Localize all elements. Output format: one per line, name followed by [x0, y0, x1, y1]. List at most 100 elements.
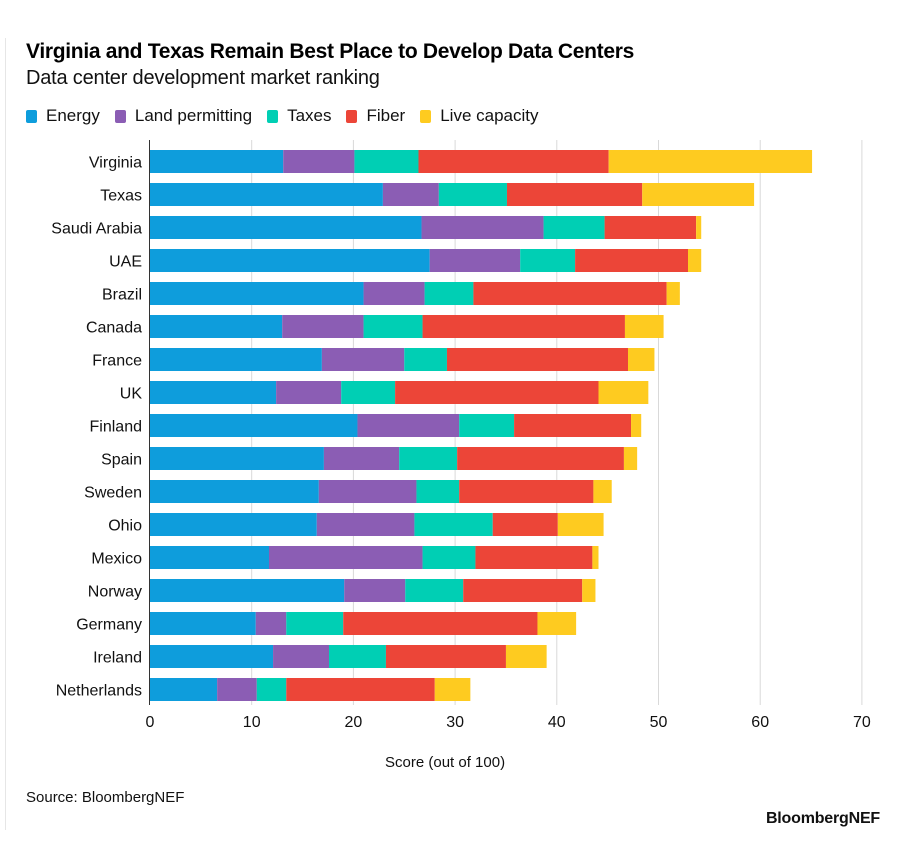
- category-label: Virginia: [89, 155, 142, 172]
- bar-segment-taxes: [414, 513, 493, 536]
- bar-segment-energy: [150, 381, 277, 404]
- bar-segment-energy: [150, 315, 283, 338]
- bar-segment-fiber: [492, 513, 558, 536]
- bar-segment-live-capacity: [666, 282, 680, 305]
- bar-segment-land-permitting: [323, 447, 400, 470]
- bar-segment-energy: [150, 645, 274, 668]
- legend-item-taxes: Taxes: [267, 106, 331, 126]
- x-axis-title: Score (out of 100): [385, 754, 506, 771]
- bar-segment-fiber: [514, 414, 632, 437]
- category-label: Norway: [88, 584, 142, 601]
- category-label: Germany: [76, 617, 142, 634]
- legend-item-land-permitting: Land permitting: [114, 106, 253, 126]
- bar-segment-taxes: [424, 282, 474, 305]
- bar-segment-live-capacity: [598, 381, 649, 404]
- bar-segment-energy: [150, 216, 422, 239]
- x-tick-label: 70: [853, 714, 871, 731]
- bar-segment-land-permitting: [357, 414, 460, 437]
- frame-border: [5, 38, 6, 830]
- bar-segment-energy: [150, 480, 319, 503]
- bar-segment-land-permitting: [316, 513, 415, 536]
- bar-segment-fiber: [422, 315, 625, 338]
- bar-segment-taxes: [438, 183, 507, 206]
- x-tick-label: 0: [146, 714, 155, 731]
- bar-segment-live-capacity: [434, 678, 471, 701]
- legend-label: Live capacity: [440, 106, 539, 125]
- bar-segment-land-permitting: [283, 150, 355, 173]
- bar-segment-energy: [150, 249, 430, 272]
- legend-label: Energy: [46, 106, 100, 125]
- x-tick-label: 30: [446, 714, 464, 731]
- bar-segment-taxes: [405, 579, 464, 602]
- bar-segment-fiber: [459, 480, 594, 503]
- bar-segment-live-capacity: [687, 249, 702, 272]
- category-label: Sweden: [84, 485, 142, 502]
- bar-segment-fiber: [385, 645, 506, 668]
- bar-segment-fiber: [395, 381, 599, 404]
- bar-segment-energy: [150, 282, 364, 305]
- bar-segment-land-permitting: [273, 645, 329, 668]
- legend-item-fiber: Fiber: [346, 106, 405, 126]
- legend-item-energy: Energy: [26, 106, 100, 126]
- bar-segment-taxes: [286, 612, 344, 635]
- bar-segment-fiber: [604, 216, 697, 239]
- bar-segment-energy: [150, 612, 256, 635]
- bar-segment-taxes: [459, 414, 515, 437]
- bar-segment-land-permitting: [429, 249, 521, 272]
- bar-segment-fiber: [506, 183, 643, 206]
- category-label: Canada: [86, 320, 142, 337]
- bar-segment-taxes: [328, 645, 386, 668]
- bar-segment-live-capacity: [623, 447, 638, 470]
- legend-swatch-energy: [26, 109, 37, 123]
- bar-segment-taxes: [422, 546, 476, 569]
- bar-segment-energy: [150, 348, 322, 371]
- category-label: Brazil: [102, 287, 142, 304]
- bar-segment-taxes: [543, 216, 605, 239]
- category-label: Mexico: [91, 551, 142, 568]
- bar-segment-fiber: [286, 678, 435, 701]
- chart-title: Virginia and Texas Remain Best Place to …: [26, 40, 634, 63]
- x-tick-label: 50: [650, 714, 668, 731]
- bar-segment-land-permitting: [363, 282, 425, 305]
- bar-segment-fiber: [575, 249, 688, 272]
- bar-segment-fiber: [446, 348, 628, 371]
- category-label: Spain: [101, 452, 142, 469]
- bar-segment-taxes: [363, 315, 423, 338]
- bar-segment-energy: [150, 678, 218, 701]
- bar-segment-fiber: [473, 282, 667, 305]
- category-label: UK: [120, 386, 143, 403]
- bar-segment-energy: [150, 414, 358, 437]
- bar-segment-land-permitting: [282, 315, 364, 338]
- bar-segment-fiber: [418, 150, 609, 173]
- x-tick-label: 40: [548, 714, 566, 731]
- bar-segment-live-capacity: [582, 579, 596, 602]
- bar-segment-live-capacity: [505, 645, 547, 668]
- bar-segment-taxes: [256, 678, 287, 701]
- bar-segment-live-capacity: [593, 480, 612, 503]
- bar-segment-fiber: [463, 579, 583, 602]
- bar-segment-fiber: [343, 612, 538, 635]
- category-label: Ireland: [93, 650, 142, 667]
- bar-segment-taxes: [416, 480, 460, 503]
- bar-segment-live-capacity: [608, 150, 813, 173]
- bar-segment-live-capacity: [631, 414, 642, 437]
- bar-segment-land-permitting: [321, 348, 405, 371]
- x-tick-label: 10: [243, 714, 261, 731]
- bar-segment-live-capacity: [592, 546, 599, 569]
- category-label: Saudi Arabia: [51, 221, 142, 238]
- category-label: UAE: [109, 254, 142, 271]
- category-label: Netherlands: [56, 683, 142, 700]
- bar-segment-land-permitting: [276, 381, 342, 404]
- bar-segment-land-permitting: [217, 678, 257, 701]
- bar-segment-land-permitting: [421, 216, 544, 239]
- legend-label: Taxes: [287, 106, 332, 125]
- legend-label: Land permitting: [134, 106, 253, 125]
- bar-segment-land-permitting: [382, 183, 439, 206]
- bar-segment-live-capacity: [642, 183, 755, 206]
- legend-label: Fiber: [366, 106, 406, 125]
- bar-segment-energy: [150, 546, 269, 569]
- bar-segment-taxes: [341, 381, 396, 404]
- bar-segment-taxes: [354, 150, 419, 173]
- bar-segment-energy: [150, 183, 383, 206]
- bar-segment-fiber: [475, 546, 593, 569]
